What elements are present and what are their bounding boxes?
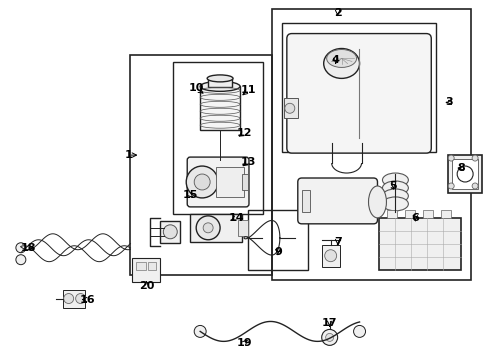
Circle shape (186, 166, 218, 198)
Circle shape (325, 333, 333, 341)
Ellipse shape (382, 173, 407, 187)
Circle shape (471, 155, 477, 161)
Circle shape (353, 325, 365, 337)
Bar (136, 262, 146, 270)
Text: 12: 12 (236, 128, 251, 138)
Ellipse shape (382, 197, 407, 211)
Circle shape (324, 250, 336, 262)
Bar (190, 214, 242, 242)
Circle shape (194, 174, 210, 190)
Text: 9: 9 (273, 247, 281, 257)
Bar (62, 289, 84, 307)
Ellipse shape (382, 189, 407, 203)
Bar (423, 210, 432, 218)
Bar (451, 159, 477, 189)
Text: 17: 17 (321, 319, 337, 328)
Bar (242, 174, 247, 190)
Text: 7: 7 (333, 237, 341, 247)
Bar (321, 245, 339, 267)
Text: 2: 2 (333, 8, 341, 18)
Bar (405, 210, 414, 218)
Circle shape (63, 293, 74, 303)
Ellipse shape (326, 50, 356, 67)
Bar (271, 9, 470, 280)
Text: 1: 1 (124, 150, 132, 160)
Bar (301, 190, 309, 212)
Ellipse shape (200, 81, 240, 91)
Circle shape (163, 225, 177, 239)
Text: 3: 3 (445, 97, 452, 107)
Ellipse shape (382, 181, 407, 195)
Bar (386, 210, 397, 218)
Text: 6: 6 (410, 213, 418, 223)
Bar (281, 23, 435, 152)
Bar (247, 210, 307, 270)
Text: 11: 11 (240, 85, 255, 95)
Bar (447, 155, 481, 193)
Circle shape (447, 155, 453, 161)
Bar (148, 262, 156, 270)
Ellipse shape (207, 75, 233, 82)
Text: 13: 13 (240, 157, 255, 167)
Bar (200, 86, 240, 130)
Text: 15: 15 (182, 190, 198, 200)
Ellipse shape (368, 186, 386, 218)
Bar (216, 167, 244, 197)
Circle shape (196, 216, 220, 240)
Text: 16: 16 (80, 294, 95, 305)
Circle shape (194, 325, 206, 337)
Text: 8: 8 (456, 163, 464, 173)
Bar (173, 62, 263, 214)
Text: 19: 19 (236, 338, 251, 348)
FancyBboxPatch shape (297, 178, 377, 224)
Text: 4: 4 (331, 55, 339, 66)
Circle shape (456, 166, 472, 182)
Bar (160, 221, 180, 243)
Bar (130, 55, 271, 275)
Text: 10: 10 (188, 84, 203, 93)
Circle shape (447, 183, 453, 189)
Text: 18: 18 (21, 243, 37, 253)
Circle shape (285, 103, 294, 113)
Circle shape (321, 329, 337, 345)
Bar (208, 78, 232, 87)
Bar (379, 218, 460, 270)
FancyBboxPatch shape (187, 157, 248, 207)
Text: 5: 5 (389, 181, 396, 191)
FancyBboxPatch shape (286, 33, 430, 153)
Text: 20: 20 (139, 280, 154, 291)
Circle shape (203, 223, 213, 233)
Circle shape (76, 293, 85, 303)
Circle shape (471, 183, 477, 189)
Bar (440, 210, 450, 218)
Bar (283, 98, 297, 118)
Ellipse shape (323, 49, 359, 78)
Bar (238, 220, 247, 236)
Text: 14: 14 (228, 213, 244, 223)
Bar (132, 258, 160, 282)
Circle shape (16, 255, 26, 265)
Circle shape (16, 243, 26, 253)
